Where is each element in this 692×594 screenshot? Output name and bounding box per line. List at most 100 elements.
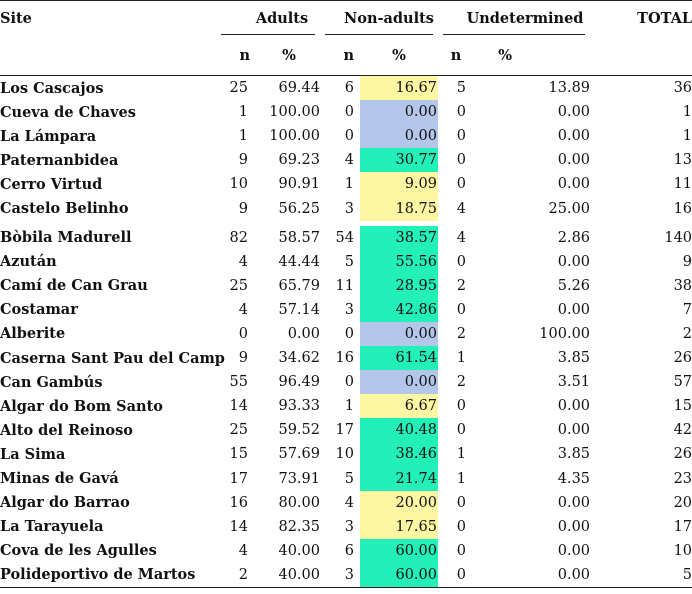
total-cell: 1 bbox=[682, 104, 692, 121]
adults-n-cell: 9 bbox=[238, 152, 248, 169]
adults-n-cell: 15 bbox=[229, 446, 248, 463]
adults-pct-cell: 59.52 bbox=[278, 422, 320, 439]
non-adults-pct-cell: 9.09 bbox=[360, 172, 438, 197]
table-body: Los Cascajos 25 69.44 6 16.67 5 13.89 36 Cueva d… bbox=[0, 75, 692, 588]
header-site-blank bbox=[0, 35, 216, 76]
adults-pct-cell: 100.00 bbox=[269, 104, 320, 121]
adults-n-cell: 14 bbox=[229, 398, 248, 415]
non-adults-pct-cell: 16.67 bbox=[360, 75, 438, 101]
adults-n-cell: 82 bbox=[229, 229, 248, 246]
header-adults-pct: % bbox=[282, 46, 296, 64]
total-cell: 15 bbox=[673, 398, 692, 415]
header-non-adults: Non-adults bbox=[320, 1, 438, 36]
non-adults-n-cell: 6 bbox=[344, 80, 354, 97]
non-adults-pct-cell: 60.00 bbox=[360, 538, 438, 563]
undetermined-pct-cell: 0.00 bbox=[557, 301, 591, 318]
table-row: Polideportivo de Martos 2 40.00 3 60.00 0 0.00… bbox=[0, 562, 692, 588]
header-row-groups: Site Adults Non-adults Undetermined TOTA… bbox=[0, 0, 692, 36]
adults-pct-cell: 80.00 bbox=[278, 494, 320, 511]
undetermined-n-cell: 0 bbox=[456, 104, 466, 121]
undetermined-n-cell: 5 bbox=[456, 80, 466, 97]
non-adults-pct-cell: 40.48 bbox=[360, 418, 438, 443]
adults-pct-cell: 69.44 bbox=[278, 80, 320, 97]
non-adults-n-cell: 0 bbox=[344, 374, 354, 391]
adults-pct-cell: 40.00 bbox=[278, 542, 320, 559]
total-cell: 38 bbox=[673, 277, 692, 294]
non-adults-n-cell: 3 bbox=[344, 518, 354, 535]
adults-n-cell: 25 bbox=[229, 277, 248, 294]
total-cell: 13 bbox=[673, 152, 692, 169]
table-row: La Sima 15 57.69 10 38.46 1 3.85 26 bbox=[0, 442, 692, 467]
total-cell: 11 bbox=[673, 176, 692, 193]
undetermined-pct-cell: 3.85 bbox=[557, 350, 591, 367]
undetermined-n-cell: 0 bbox=[456, 152, 466, 169]
total-cell: 1 bbox=[682, 128, 692, 145]
undetermined-pct-cell: 0.00 bbox=[557, 518, 591, 535]
table-row: Paternanbidea 9 69.23 4 30.77 0 0.00 13 bbox=[0, 148, 692, 173]
non-adults-n-cell: 3 bbox=[344, 200, 354, 217]
total-cell: 36 bbox=[673, 80, 692, 97]
undetermined-n-cell: 4 bbox=[456, 229, 466, 246]
non-adults-n-cell: 10 bbox=[335, 446, 354, 463]
adults-n-cell: 25 bbox=[229, 422, 248, 439]
non-adults-n-cell: 5 bbox=[344, 470, 354, 487]
undetermined-n-cell: 1 bbox=[456, 350, 466, 367]
non-adults-n-cell: 3 bbox=[344, 301, 354, 318]
non-adults-n-cell: 17 bbox=[335, 422, 354, 439]
undetermined-n-cell: 0 bbox=[456, 301, 466, 318]
non-adults-n-cell: 3 bbox=[320, 562, 360, 588]
non-adults-pct-cell: 30.77 bbox=[360, 148, 438, 173]
site-name-cell: La Lámpara bbox=[0, 127, 97, 145]
adults-n-cell: 2 bbox=[216, 562, 258, 588]
undetermined-pct-cell: 4.35 bbox=[557, 470, 591, 487]
non-adults-pct-cell: 0.00 bbox=[360, 370, 438, 395]
undetermined-pct-cell: 0.00 bbox=[557, 176, 591, 193]
total-cell: 2 bbox=[682, 325, 692, 342]
non-adults-n-cell: 4 bbox=[344, 152, 354, 169]
site-name-cell: Paternanbidea bbox=[0, 151, 119, 169]
site-name-cell: Caserna Sant Pau del Camp bbox=[0, 349, 225, 367]
total-cell: 5 bbox=[590, 562, 692, 588]
undetermined-pct-cell: 3.85 bbox=[557, 446, 591, 463]
non-adults-pct-cell: 18.75 bbox=[360, 196, 438, 221]
non-adults-n-cell: 54 bbox=[335, 229, 354, 246]
header-undetermined: Undetermined bbox=[438, 1, 590, 36]
header-adults: Adults bbox=[216, 1, 320, 36]
adults-n-cell: 25 bbox=[229, 80, 248, 97]
non-adults-pct-cell: 17.65 bbox=[360, 514, 438, 539]
undetermined-n-cell: 2 bbox=[456, 325, 466, 342]
undetermined-pct-cell: 0.00 bbox=[557, 422, 591, 439]
undetermined-pct-cell: 100.00 bbox=[539, 325, 591, 342]
table-row: Alto del Reinoso 25 59.52 17 40.48 0 0.00 42 bbox=[0, 418, 692, 443]
non-adults-pct-cell: 0.00 bbox=[360, 100, 438, 125]
non-adults-n-cell: 6 bbox=[344, 542, 354, 559]
adults-pct-cell: 57.14 bbox=[278, 301, 320, 318]
site-name-cell: Polideportivo de Martos bbox=[0, 562, 216, 588]
adults-n-cell: 9 bbox=[238, 350, 248, 367]
adults-pct-cell: 100.00 bbox=[269, 128, 320, 145]
table-row: Minas de Gavá 17 73.91 5 21.74 1 4.35 23 bbox=[0, 466, 692, 491]
total-cell: 9 bbox=[682, 253, 692, 270]
site-name-cell: Camí de Can Grau bbox=[0, 277, 148, 295]
non-adults-n-cell: 16 bbox=[335, 350, 354, 367]
undetermined-pct-cell: 5.26 bbox=[557, 277, 591, 294]
total-cell: 17 bbox=[673, 518, 692, 535]
undetermined-n-cell: 0 bbox=[456, 518, 466, 535]
header-total: TOTAL bbox=[637, 9, 692, 27]
undetermined-pct-cell: 0.00 bbox=[557, 128, 591, 145]
header-non-pct: % bbox=[392, 46, 406, 64]
non-adults-n-cell: 1 bbox=[344, 176, 354, 193]
non-adults-pct-cell: 0.00 bbox=[360, 321, 438, 347]
table-row: Caserna Sant Pau del Camp 9 34.62 16 61.54 1 3… bbox=[0, 346, 692, 371]
header-non-n: n bbox=[343, 46, 354, 64]
table-row: Camí de Can Grau 25 65.79 11 28.95 2 5.26 38 bbox=[0, 273, 692, 298]
table-row: Castelo Belinho 9 56.25 3 18.75 4 25.00 16 bbox=[0, 196, 692, 221]
adults-n-cell: 4 bbox=[238, 301, 248, 318]
total-cell: 42 bbox=[673, 422, 692, 439]
table-row: La Lámpara 1 100.00 0 0.00 0 0.00 1 bbox=[0, 124, 692, 149]
non-adults-n-cell: 0 bbox=[344, 128, 354, 145]
adults-pct-cell: 0.00 bbox=[287, 325, 320, 342]
total-cell: 26 bbox=[673, 446, 692, 463]
table-row: Cova de les Agulles 4 40.00 6 60.00 0 0.00 10 bbox=[0, 538, 692, 563]
